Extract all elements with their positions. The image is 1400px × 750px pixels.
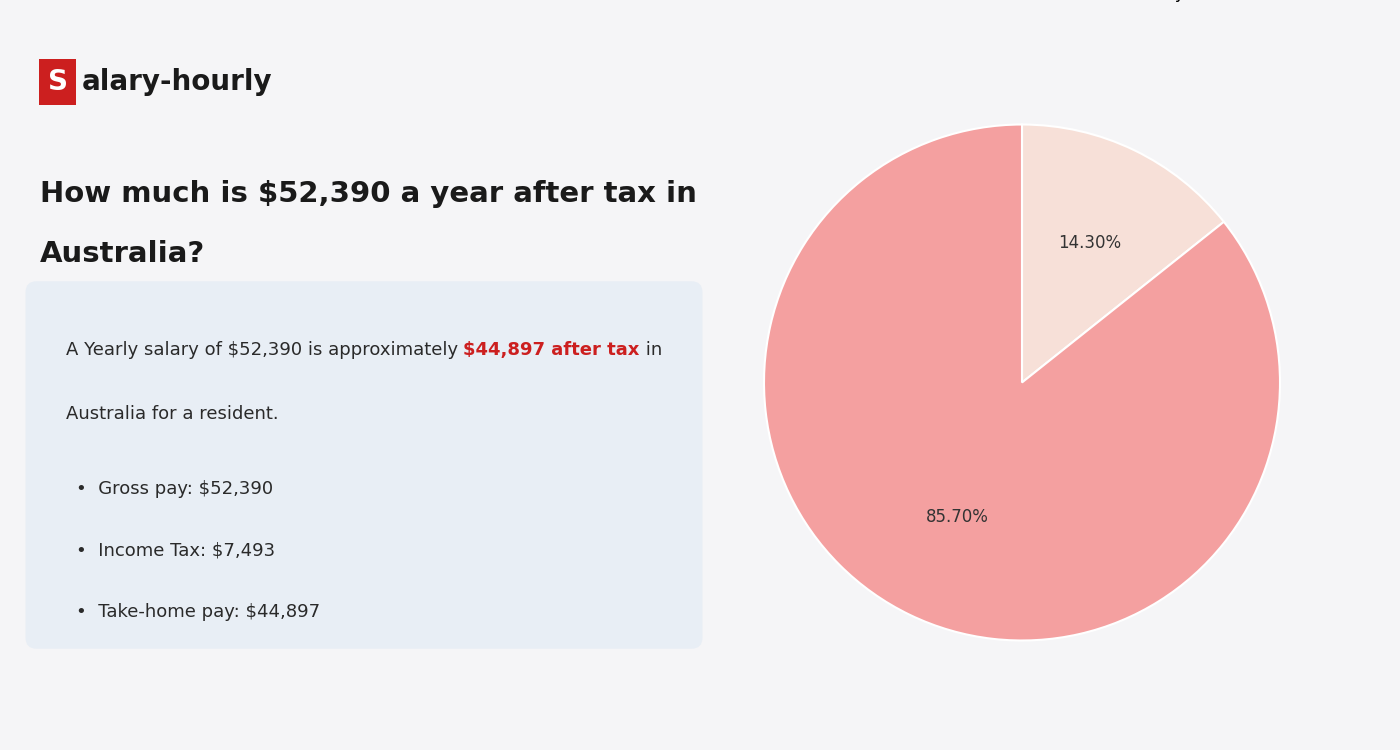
Wedge shape [764,124,1280,640]
Text: Australia?: Australia? [41,240,206,268]
FancyBboxPatch shape [39,58,77,105]
Text: 85.70%: 85.70% [925,509,988,526]
Text: $44,897 after tax: $44,897 after tax [463,341,640,359]
Text: alary-hourly: alary-hourly [81,68,272,96]
Text: 14.30%: 14.30% [1057,234,1121,252]
FancyBboxPatch shape [25,281,703,649]
Legend: Income Tax, Take-home Pay: Income Tax, Take-home Pay [860,0,1184,2]
Text: How much is $52,390 a year after tax in: How much is $52,390 a year after tax in [41,180,697,208]
Wedge shape [1022,124,1224,382]
Text: A Yearly salary of $52,390 is approximately: A Yearly salary of $52,390 is approximat… [66,341,463,359]
Text: in: in [640,341,662,359]
Text: S: S [48,68,67,96]
Text: •  Income Tax: $7,493: • Income Tax: $7,493 [77,542,276,560]
Text: Australia for a resident.: Australia for a resident. [66,405,279,423]
Text: •  Take-home pay: $44,897: • Take-home pay: $44,897 [77,603,321,621]
Text: •  Gross pay: $52,390: • Gross pay: $52,390 [77,480,273,498]
